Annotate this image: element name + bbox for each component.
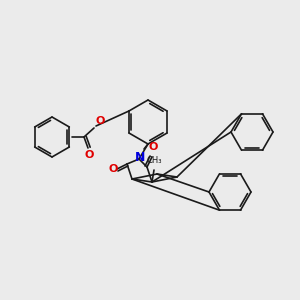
Text: O: O (148, 142, 158, 152)
Text: CH₃: CH₃ (146, 156, 162, 165)
Text: O: O (96, 116, 105, 126)
Text: O: O (108, 164, 118, 174)
Text: N: N (135, 151, 145, 164)
Text: O: O (84, 150, 94, 160)
